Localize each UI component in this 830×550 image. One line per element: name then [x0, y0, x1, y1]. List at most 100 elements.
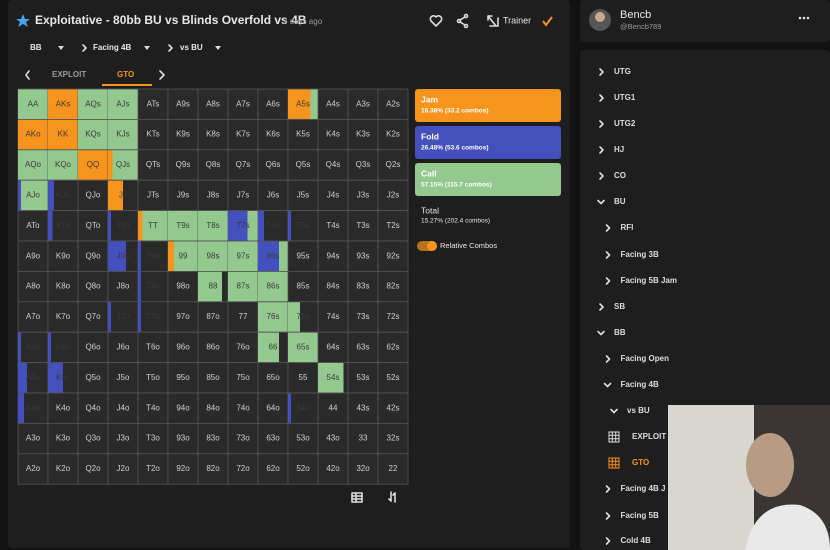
range-cell[interactable] [17, 240, 49, 272]
range-cell[interactable] [347, 88, 379, 120]
chevron-right[interactable] [599, 68, 604, 76]
heart-icon[interactable] [429, 15, 443, 27]
tree-item[interactable]: CO [614, 171, 626, 180]
tab-next[interactable] [159, 70, 165, 80]
range-cell[interactable] [317, 149, 349, 181]
range-cell[interactable] [347, 240, 379, 272]
tree-item[interactable]: vs BU [627, 406, 650, 415]
tree-item[interactable]: Facing 3B [621, 250, 659, 259]
range-cell[interactable] [257, 422, 289, 455]
more-icon[interactable] [798, 16, 810, 20]
range-cell[interactable] [227, 362, 259, 394]
range-cell[interactable] [197, 119, 229, 151]
legend-box[interactable] [415, 163, 561, 196]
chevron-right[interactable] [599, 303, 604, 311]
range-cell[interactable] [287, 240, 319, 272]
chevron-right[interactable] [599, 146, 604, 154]
chevron-right[interactable] [605, 485, 611, 493]
range-cell[interactable] [377, 149, 409, 181]
range-cell[interactable] [107, 422, 139, 455]
range-cell[interactable] [107, 362, 139, 394]
range-cell[interactable] [377, 453, 409, 485]
legend-box[interactable] [415, 89, 561, 122]
range-cell[interactable] [317, 270, 349, 303]
range-cell[interactable] [257, 179, 289, 211]
range-cell[interactable] [377, 301, 409, 333]
range-cell[interactable] [47, 210, 79, 242]
tab-active[interactable]: GTO [117, 70, 134, 79]
range-cell[interactable] [347, 179, 379, 211]
range-cell[interactable] [197, 331, 229, 364]
range-cell[interactable] [257, 119, 289, 151]
range-cell[interactable] [137, 88, 169, 120]
sort-icon[interactable] [388, 491, 396, 503]
range-cell[interactable] [227, 301, 259, 333]
breadcrumb[interactable]: BB [30, 43, 42, 52]
tree-item[interactable]: SB [614, 302, 625, 311]
chevron-down[interactable] [597, 199, 605, 205]
range-cell[interactable] [47, 240, 79, 272]
range-cell[interactable] [377, 331, 409, 364]
tree-item[interactable]: HJ [614, 145, 624, 154]
tree-item[interactable]: Facing Open [621, 354, 670, 363]
range-cell[interactable] [347, 453, 379, 485]
chevron-right[interactable] [605, 224, 611, 232]
range-cell[interactable] [17, 210, 49, 242]
chevron-right[interactable] [599, 94, 604, 102]
chevron-right[interactable] [605, 251, 611, 259]
range-cell[interactable] [197, 453, 229, 485]
range-cell[interactable] [137, 453, 169, 485]
check-icon[interactable] [542, 16, 553, 27]
table-icon[interactable] [351, 492, 363, 503]
tree-item[interactable]: Facing 5B [621, 511, 659, 520]
chevron-down[interactable] [603, 382, 612, 388]
tab-prev[interactable] [25, 70, 30, 80]
range-cell[interactable] [257, 453, 289, 485]
range-cell[interactable] [347, 392, 379, 424]
chevron-right[interactable] [599, 172, 604, 180]
range-cell[interactable] [77, 240, 109, 272]
trainer-button[interactable]: Trainer [503, 15, 531, 25]
range-cell[interactable] [377, 119, 409, 151]
range-cell[interactable] [137, 392, 169, 424]
range-cell[interactable] [227, 119, 259, 151]
chevron-right[interactable] [605, 277, 611, 285]
range-cell[interactable] [317, 453, 349, 485]
tree-item[interactable]: EXPLOIT [632, 432, 666, 441]
range-cell[interactable] [287, 119, 319, 151]
range-cell[interactable] [227, 149, 259, 181]
range-cell[interactable] [167, 88, 199, 120]
chevron-right[interactable] [605, 355, 611, 363]
range-cell[interactable] [227, 179, 259, 211]
tree-item[interactable]: Facing 4B J [621, 484, 666, 493]
range-cell[interactable] [17, 331, 49, 364]
range-cell[interactable] [287, 392, 319, 424]
range-cell[interactable] [377, 179, 409, 211]
range-cell[interactable] [167, 453, 199, 485]
trainer-icon[interactable] [487, 15, 499, 27]
tree-item[interactable]: UTG1 [614, 93, 636, 102]
range-cell[interactable] [77, 362, 109, 394]
range-cell[interactable] [377, 362, 409, 394]
range-cell[interactable] [77, 179, 109, 211]
breadcrumb[interactable]: vs BU [180, 43, 203, 52]
range-cell[interactable] [287, 149, 319, 181]
range-cell[interactable] [227, 453, 259, 485]
star-icon[interactable] [16, 14, 30, 27]
range-cell[interactable] [377, 392, 409, 424]
range-cell[interactable] [107, 270, 139, 303]
range-cell[interactable] [167, 331, 199, 364]
tree-item[interactable]: UTG2 [614, 119, 636, 128]
share-icon[interactable] [456, 13, 469, 29]
tree-item[interactable]: RFI [621, 223, 634, 232]
range-cell[interactable] [197, 422, 229, 455]
range-cell[interactable] [107, 331, 139, 364]
range-cell[interactable] [107, 392, 139, 424]
range-cell[interactable] [167, 392, 199, 424]
range-cell[interactable] [137, 179, 169, 211]
tab[interactable]: EXPLOIT [52, 70, 86, 79]
range-cell[interactable] [347, 119, 379, 151]
toggle-knob[interactable] [427, 241, 437, 251]
chevron-down[interactable] [597, 330, 605, 336]
chevron-right[interactable] [605, 537, 611, 545]
